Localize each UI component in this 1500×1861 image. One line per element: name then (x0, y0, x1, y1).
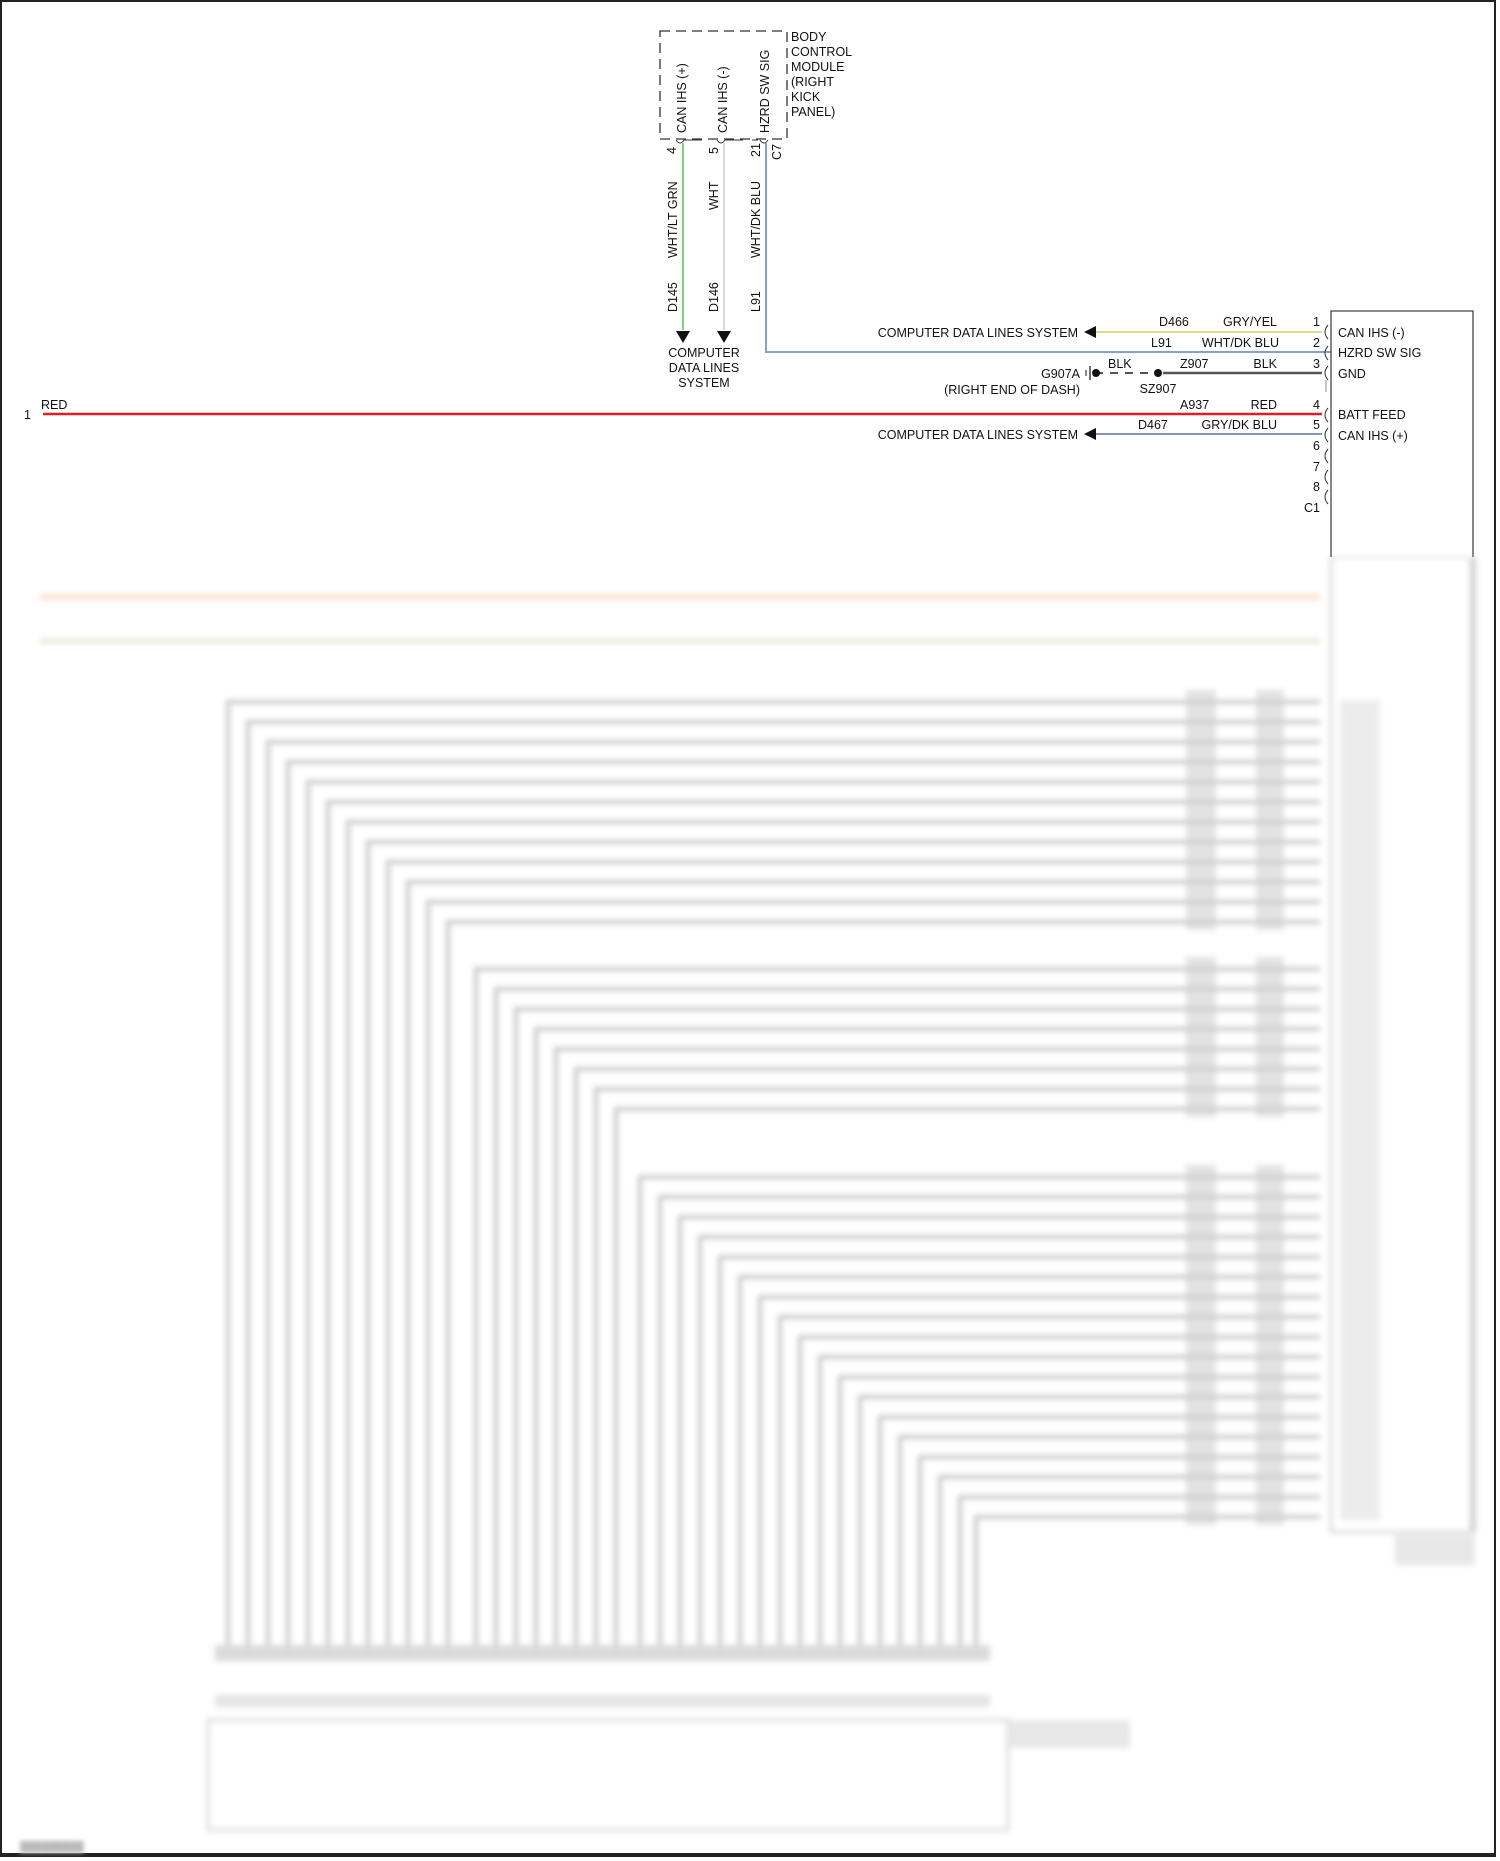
splice-name: SZ907 (1140, 382, 1177, 396)
c1-label-can-ihs-minus: CAN IHS (-) (1338, 326, 1405, 340)
ground-icon (1085, 366, 1091, 380)
ground-dot (1092, 369, 1100, 377)
top-wires: WHT/LT GRN WHT WHT/DK BLU D145 D146 L91 … (666, 143, 1331, 390)
circuit-l91-right: L91 (1151, 336, 1172, 350)
c1-pin-3: 3 (1313, 357, 1320, 371)
circuit-d146: D146 (707, 282, 721, 312)
dest-computer-data-lines-1: COMPUTER DATA LINES SYSTEM (878, 326, 1078, 340)
module-name-line-5: KICK (791, 90, 821, 104)
c1-pin-4: 4 (1313, 398, 1320, 412)
footer-watermark: █████████ (20, 1842, 84, 1853)
pin-number-5: 5 (707, 147, 721, 154)
ground-wire-color: BLK (1108, 357, 1132, 371)
c1-pin-1: 1 (1313, 315, 1320, 329)
wire-color-wht: WHT (707, 181, 721, 210)
left-pin-1: 1 (24, 408, 31, 422)
arrow-left-icon (1084, 326, 1096, 338)
dest-computer-data-lines-2: COMPUTER DATA LINES SYSTEM (878, 428, 1078, 442)
pin-label-can-ihs-plus: CAN IHS (+) (675, 63, 689, 133)
circuit-d145: D145 (666, 282, 680, 312)
obscured-diagram-region (40, 557, 1476, 1832)
body-control-module: BODY CONTROL MODULE (RIGHT KICK PANEL) C… (659, 30, 852, 160)
c1-pin-7: 7 (1313, 460, 1320, 474)
left-wire-color-red: RED (41, 398, 67, 412)
wire-color-blk: BLK (1253, 357, 1277, 371)
wire-color-wht-dk-blu-right: WHT/DK BLU (1202, 336, 1279, 350)
pin-number-21: 21 (749, 143, 763, 157)
arrow-left-icon (1084, 428, 1096, 440)
c1-label-can-ihs-plus: CAN IHS (+) (1338, 429, 1408, 443)
module-name-line-6: PANEL) (791, 105, 835, 119)
module-name-line-4: (RIGHT (791, 75, 834, 89)
c1-pin-6: 6 (1313, 439, 1320, 453)
pin-label-can-ihs-minus: CAN IHS (-) (716, 66, 730, 133)
connector-c1: C1 (1304, 501, 1320, 515)
right-module: 1 2 3 4 5 6 7 8 C1 CAN IHS (-) HZRD SW S… (1304, 310, 1474, 557)
module-name-line-3: MODULE (791, 60, 844, 74)
circuit-d467: D467 (1138, 418, 1168, 432)
c1-label-batt-feed: BATT FEED (1338, 408, 1406, 422)
splice-dot (1154, 369, 1162, 377)
circuit-z907: Z907 (1180, 357, 1209, 371)
wire-color-red: RED (1251, 398, 1277, 412)
c1-pin-8: 8 (1313, 480, 1320, 494)
dest-line-2: DATA LINES (669, 361, 739, 375)
module-name-line-1: BODY (791, 30, 827, 44)
wire-color-wht-dk-blu: WHT/DK BLU (749, 181, 763, 258)
connector-c7: C7 (770, 144, 784, 160)
wire-color-gry-dk-blu: GRY/DK BLU (1202, 418, 1278, 432)
dest-line-1: COMPUTER (668, 346, 740, 360)
arrow-down-icon (717, 331, 731, 343)
c1-pin-2: 2 (1313, 336, 1320, 350)
dest-line-3: SYSTEM (678, 376, 729, 390)
circuit-d466: D466 (1159, 315, 1189, 329)
ground-name: G907A (1041, 367, 1081, 381)
module-name-line-2: CONTROL (791, 45, 852, 59)
ground-location: (RIGHT END OF DASH) (944, 383, 1080, 397)
pin-number-4: 4 (665, 147, 679, 154)
wire-color-gry-yel: GRY/YEL (1223, 315, 1277, 329)
c1-label-hzrd-sw-sig: HZRD SW SIG (1338, 346, 1421, 360)
c1-pin-5: 5 (1313, 418, 1320, 432)
c1-label-gnd: GND (1338, 367, 1366, 381)
circuit-a937: A937 (1180, 398, 1209, 412)
wire-color-wht-lt-grn: WHT/LT GRN (666, 181, 680, 258)
horizontal-wires: COMPUTER DATA LINES SYSTEM D466 GRY/YEL … (24, 315, 1322, 442)
arrow-down-icon (676, 331, 690, 343)
pin-label-hzrd-sw-sig: HZRD SW SIG (758, 50, 772, 133)
circuit-l91: L91 (749, 291, 763, 312)
